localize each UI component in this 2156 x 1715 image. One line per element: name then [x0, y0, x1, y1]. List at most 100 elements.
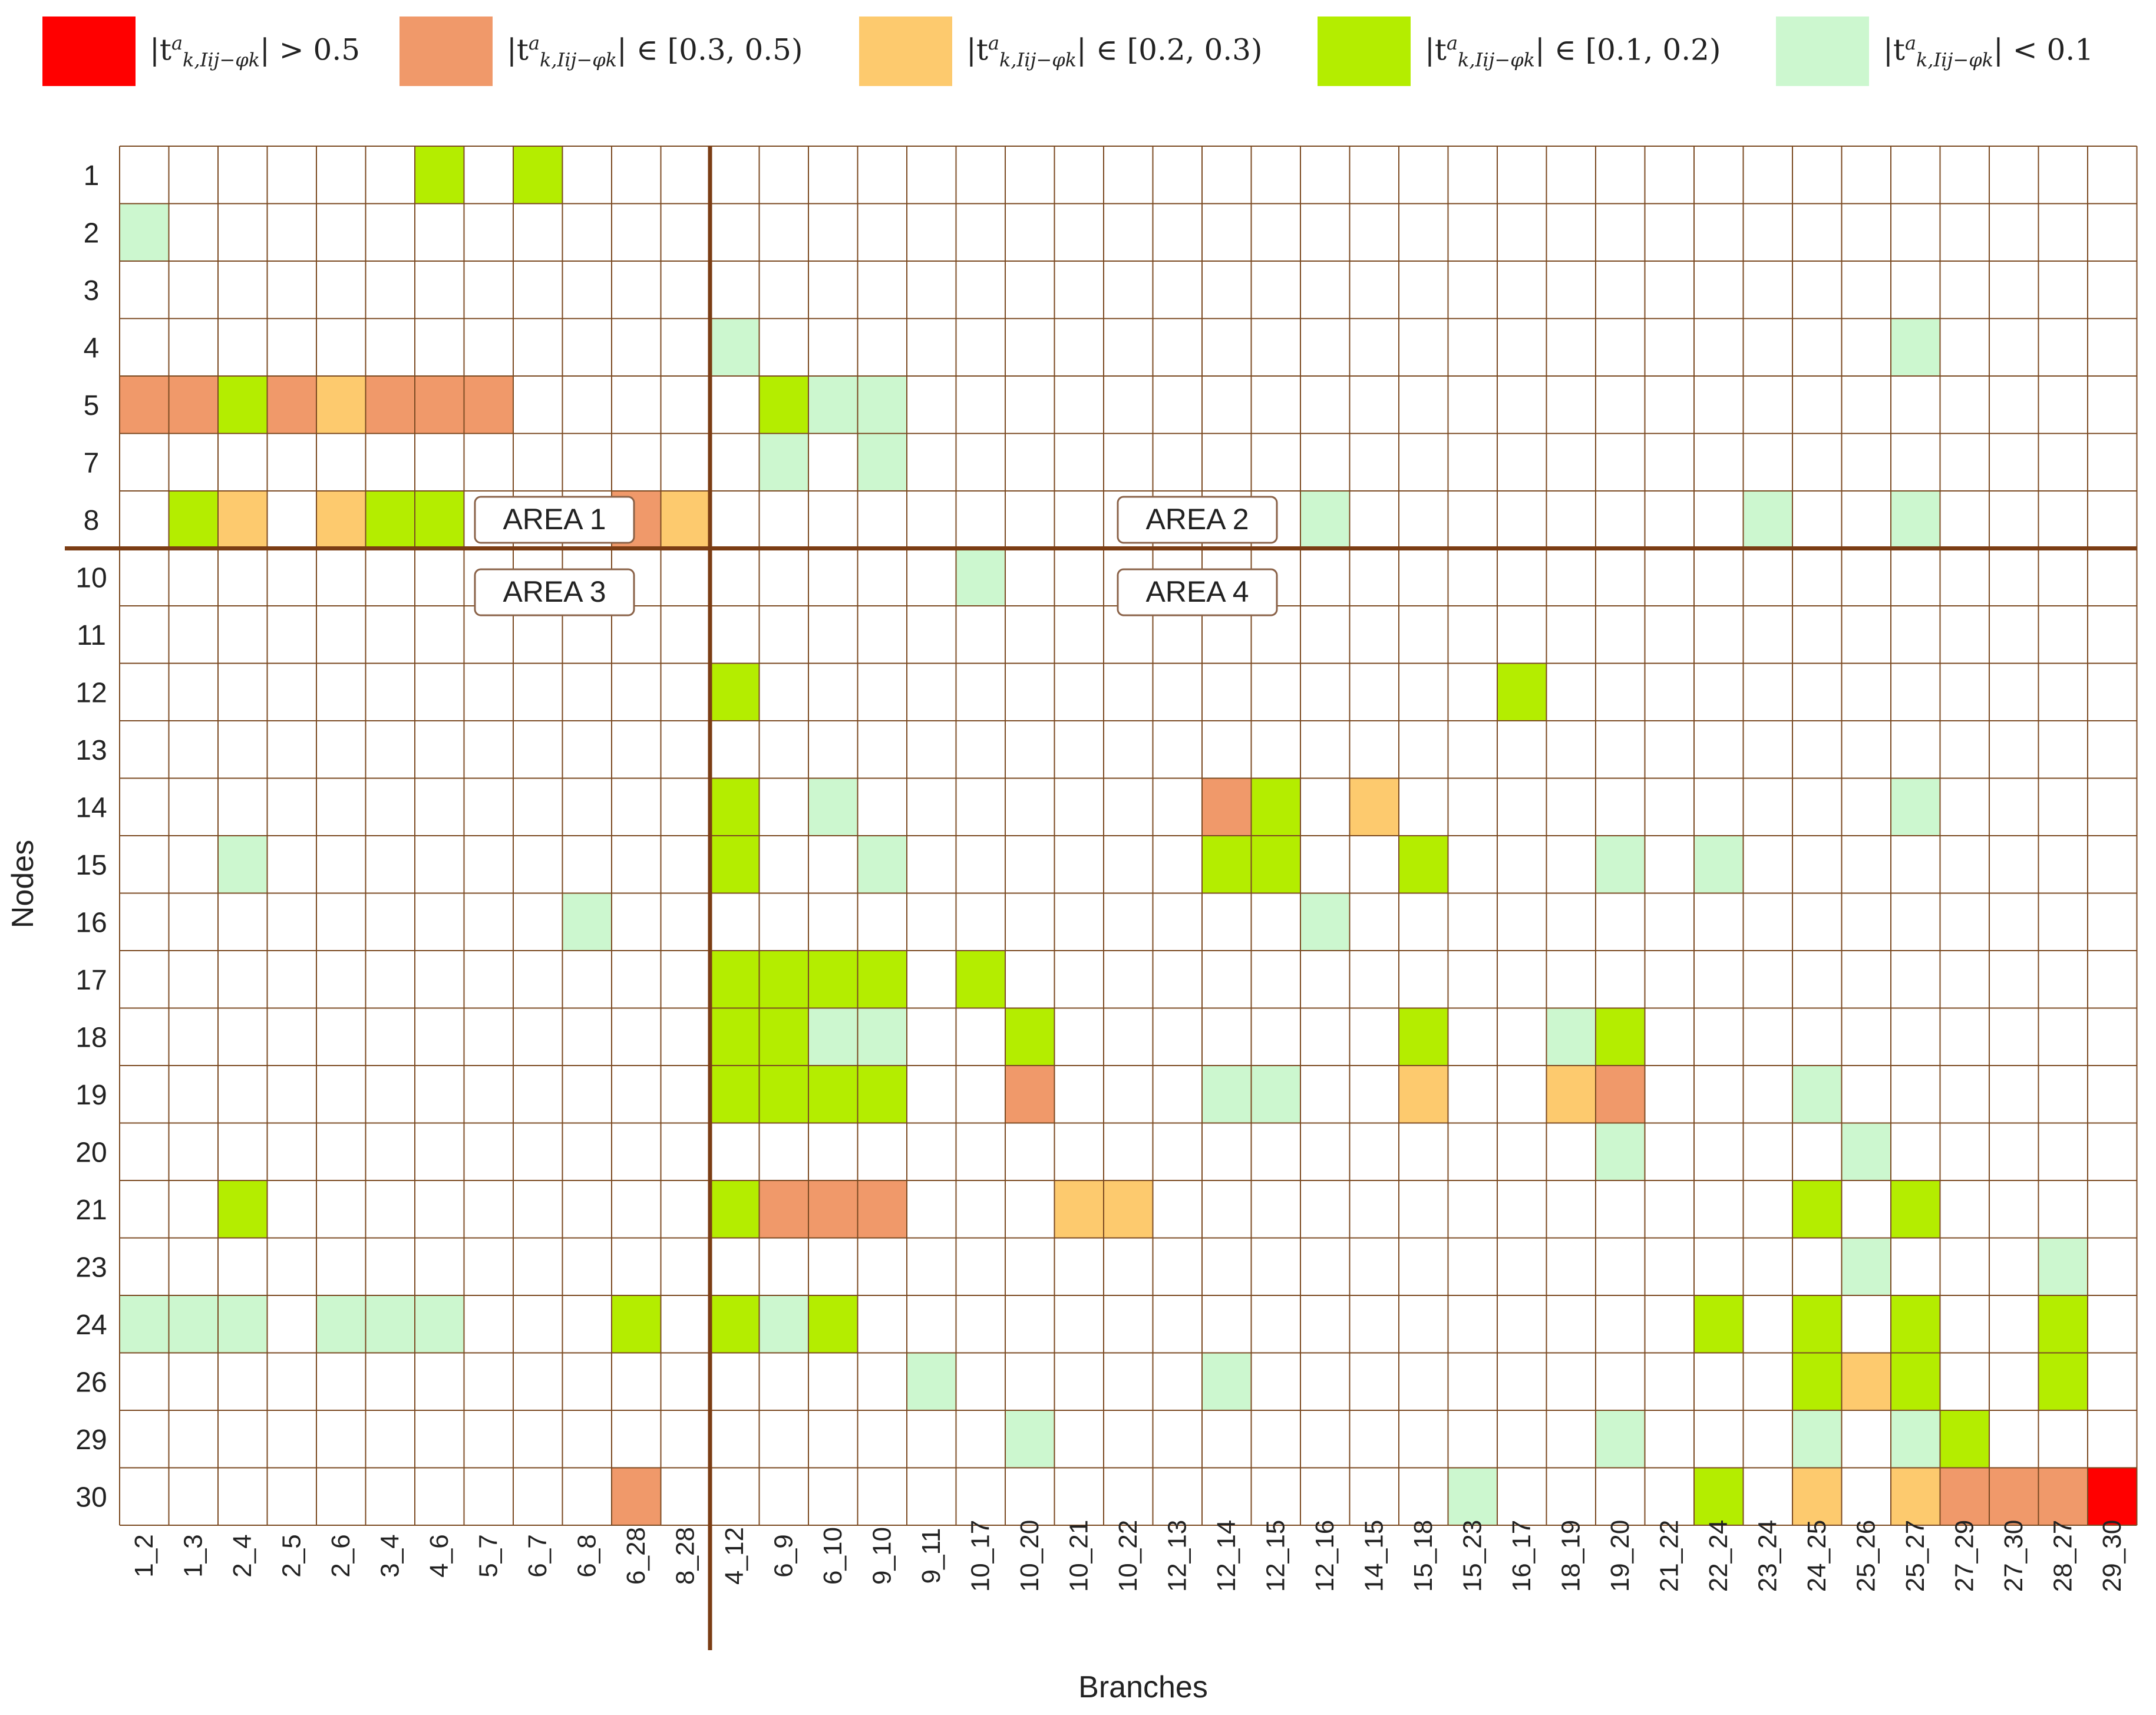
- heatmap-cell-24-1_2: [120, 1295, 169, 1353]
- y-axis-label: Nodes: [6, 840, 40, 928]
- heatmap-cell-14-4_12: [710, 778, 760, 836]
- col-label-branch-1_2: 1_2: [130, 1534, 159, 1577]
- col-label-branch-4_6: 4_6: [425, 1534, 454, 1577]
- row-label-node-26: 26: [75, 1367, 107, 1398]
- heatmap-cell-26-25_27: [1891, 1353, 1940, 1410]
- legend-item-0.2-0.3: |tak,Iij−φk| ∈ [0.2, 0.3): [859, 17, 1262, 86]
- col-label-branch-28_27: 28_27: [2048, 1520, 2077, 1592]
- heatmap-cell-15-4_12: [710, 836, 760, 893]
- heatmap-cell-16-6_8: [562, 893, 612, 951]
- legend: |tak,Iij−φk| > 0.5 |tak,Iij−φk| ∈ [0.3, …: [0, 0, 2156, 94]
- row-label-node-12: 12: [75, 677, 107, 708]
- heatmap-cell-5-2_4: [218, 376, 268, 434]
- col-label-branch-18_19: 18_19: [1556, 1520, 1585, 1592]
- heatmap-cell-24-25_27: [1891, 1295, 1940, 1353]
- area-box-1: AREA 1: [474, 496, 635, 544]
- heatmap-cell-18-4_12: [710, 1008, 760, 1066]
- heatmap-cell-8-3_4: [365, 491, 415, 549]
- heatmap-cell-5-9_10: [857, 376, 907, 434]
- heatmap-cell-29-24_25: [1792, 1410, 1842, 1468]
- heatmap-cell-30-27_29: [1940, 1467, 1989, 1525]
- heatmap-cell-21-9_10: [857, 1180, 907, 1238]
- heatmap-cell-17-10_17: [956, 951, 1005, 1008]
- col-label-branch-10_17: 10_17: [966, 1520, 995, 1592]
- heatmap-cell-7-9_10: [857, 433, 907, 491]
- heatmap-cell-30-24_25: [1792, 1467, 1842, 1525]
- heatmap-cell-14-12_14: [1202, 778, 1252, 836]
- heatmap-cell-15-19_20: [1596, 836, 1645, 893]
- heatmap-cell-20-19_20: [1596, 1123, 1645, 1180]
- legend-item-gt-0.5: |tak,Iij−φk| > 0.5: [42, 17, 360, 86]
- heatmap-cell-8-8_28: [661, 491, 710, 549]
- col-label-branch-29_30: 29_30: [2098, 1520, 2127, 1592]
- col-label-branch-19_20: 19_20: [1606, 1520, 1635, 1592]
- heatmap-cell-18-18_19: [1546, 1008, 1596, 1066]
- col-label-branch-27_30: 27_30: [1999, 1520, 2028, 1592]
- area-box-frame: [474, 568, 635, 616]
- heatmap-cell-24-6_9: [759, 1295, 808, 1353]
- heatmap-cell-19-15_18: [1399, 1066, 1448, 1123]
- row-label-node-29: 29: [75, 1424, 107, 1456]
- col-label-branch-8_28: 8_28: [671, 1527, 699, 1585]
- heatmap-cell-24-22_24: [1694, 1295, 1744, 1353]
- area-label: AREA 1: [503, 503, 606, 536]
- heatmap-cell-24-4_6: [415, 1295, 464, 1353]
- col-label-branch-12_14: 12_14: [1212, 1520, 1241, 1592]
- col-label-branch-23_24: 23_24: [1753, 1520, 1782, 1592]
- row-label-node-14: 14: [75, 792, 107, 823]
- legend-swatch-lt-0.1: [1776, 17, 1869, 86]
- area-box-frame: [1117, 496, 1278, 544]
- legend-item-lt-0.1: |tak,Iij−φk| < 0.1: [1776, 17, 2094, 86]
- heatmap-cell-30-6_28: [612, 1467, 661, 1525]
- heatmap-cell-14-6_10: [808, 778, 858, 836]
- col-label-branch-9_11: 9_11: [917, 1528, 946, 1584]
- heatmap-cell-26-24_25: [1792, 1353, 1842, 1410]
- col-label-branch-25_26: 25_26: [1851, 1520, 1880, 1592]
- heatmap-cell-24-2_4: [218, 1295, 268, 1353]
- heatmap-cell-26-12_14: [1202, 1353, 1252, 1410]
- heatmap-cell-30-25_27: [1891, 1467, 1940, 1525]
- row-label-node-3: 3: [84, 275, 100, 306]
- heatmap-cell-1-6_7: [513, 146, 563, 204]
- heatmap-cell-19-19_20: [1596, 1066, 1645, 1123]
- col-label-branch-2_6: 2_6: [326, 1534, 355, 1577]
- col-label-branch-6_10: 6_10: [818, 1527, 847, 1585]
- heatmap-cell-24-24_25: [1792, 1295, 1842, 1353]
- heatmap-cell-17-9_10: [857, 951, 907, 1008]
- heatmap-cell-24-6_28: [612, 1295, 661, 1353]
- row-label-node-8: 8: [84, 505, 100, 536]
- heatmap-cell-18-9_10: [857, 1008, 907, 1066]
- col-label-branch-6_7: 6_7: [523, 1534, 552, 1577]
- heatmap-cell-15-15_18: [1399, 836, 1448, 893]
- heatmap-cell-18-6_10: [808, 1008, 858, 1066]
- col-label-branch-6_8: 6_8: [572, 1534, 601, 1577]
- col-label-branch-22_24: 22_24: [1704, 1520, 1733, 1592]
- heatmap-cell-15-22_24: [1694, 836, 1744, 893]
- heatmap-cell-8-25_27: [1891, 491, 1940, 549]
- row-label-node-17: 17: [75, 965, 107, 996]
- heatmap-cell-24-28_27: [2038, 1295, 2088, 1353]
- heatmap-cell-4-4_12: [710, 318, 760, 376]
- heatmap-cell-18-15_18: [1399, 1008, 1448, 1066]
- heatmap-cell-30-15_23: [1448, 1467, 1497, 1525]
- heatmap-cell-21-4_12: [710, 1180, 760, 1238]
- heatmap-cell-20-25_26: [1841, 1123, 1891, 1180]
- row-label-node-20: 20: [75, 1137, 107, 1168]
- heatmap-cell-21-2_4: [218, 1180, 268, 1238]
- heatmap-cell-23-25_26: [1841, 1238, 1891, 1295]
- legend-swatch-0.2-0.3: [859, 17, 952, 86]
- col-label-branch-5_7: 5_7: [474, 1534, 503, 1577]
- col-label-branch-4_12: 4_12: [720, 1527, 749, 1585]
- heatmap-cell-7-6_9: [759, 433, 808, 491]
- heatmap-cell-14-14_15: [1349, 778, 1399, 836]
- area-label: AREA 2: [1145, 503, 1249, 536]
- row-label-node-11: 11: [77, 620, 106, 651]
- heatmap-cell-5-6_10: [808, 376, 858, 434]
- heatmap-cell-21-10_22: [1104, 1180, 1153, 1238]
- heatmap-cell-14-25_27: [1891, 778, 1940, 836]
- heatmap-cell-29-27_29: [1940, 1410, 1989, 1468]
- col-label-branch-15_23: 15_23: [1458, 1520, 1487, 1592]
- col-label-branch-12_13: 12_13: [1163, 1520, 1191, 1592]
- row-label-node-30: 30: [75, 1482, 107, 1513]
- heatmap-cell-8-12_16: [1300, 491, 1350, 549]
